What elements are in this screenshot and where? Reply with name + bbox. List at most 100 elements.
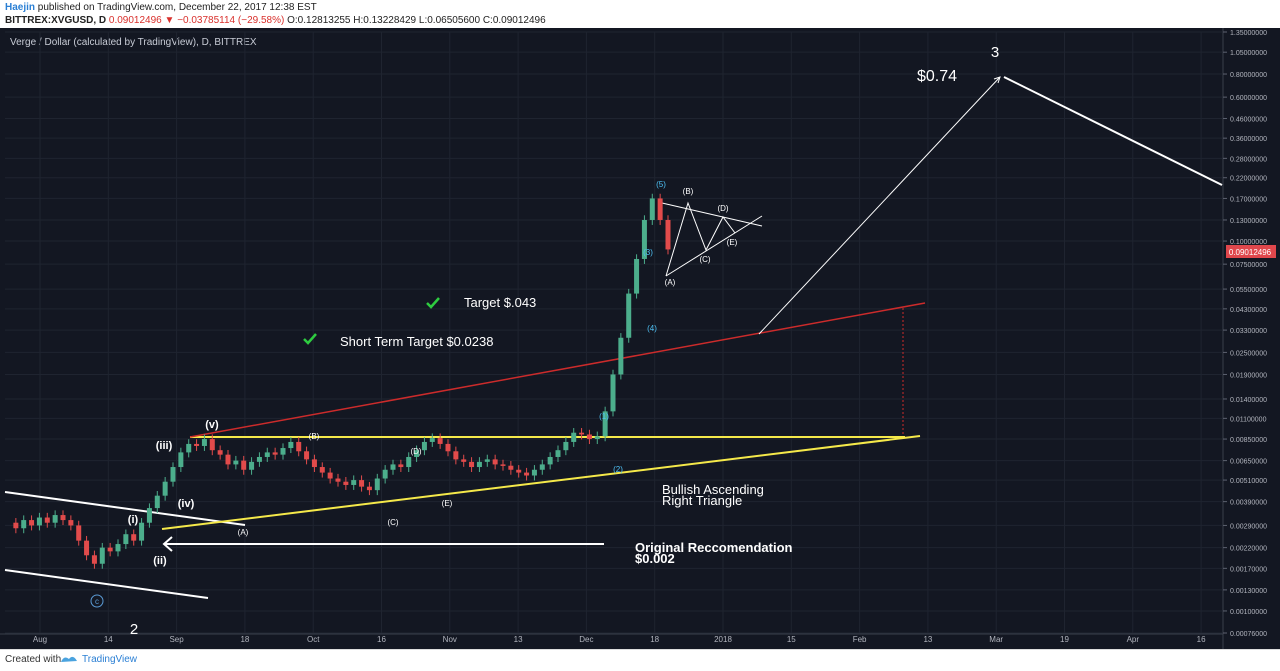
candle-body: [657, 198, 663, 220]
candle-body: [264, 452, 270, 457]
candle-body: [233, 460, 239, 465]
time-tick-label: 2018: [714, 635, 732, 644]
abc-label: (D): [717, 204, 728, 213]
candle-body: [586, 434, 592, 440]
target-label: Target $.043: [464, 295, 536, 310]
wave-c-label: c: [95, 597, 99, 606]
candle-body: [288, 441, 294, 449]
price-tick-label: 0.22000000: [1230, 176, 1267, 183]
candle-body: [492, 459, 498, 465]
candle-body: [99, 547, 105, 564]
price-tick-label: 0.04300000: [1230, 307, 1267, 314]
time-tick-label: 18: [650, 635, 659, 644]
time-tick-label: 19: [1060, 635, 1069, 644]
candle-body: [539, 464, 545, 470]
candle-body: [194, 443, 200, 446]
candle-body: [374, 478, 380, 491]
time-tick-label: 15: [787, 635, 796, 644]
price-tick-label: 0.10000000: [1230, 239, 1267, 246]
abc-label: (C): [387, 518, 398, 527]
original-rec-label-2: $0.002: [635, 551, 675, 566]
last-price-label: 0.09012496: [1229, 248, 1272, 257]
chart-area[interactable]: Verge / Dollar (calculated by TradingVie…: [0, 28, 1280, 649]
channel-upper-line: [4, 491, 246, 526]
check-icon: [303, 333, 317, 345]
time-tick-label: Apr: [1127, 635, 1140, 644]
price-tick-label: 0.36000000: [1230, 136, 1267, 143]
time-tick-label: Aug: [33, 635, 47, 644]
candle-body: [618, 337, 624, 375]
publish-line: Haejin published on TradingView.com, Dec…: [5, 2, 317, 13]
arrow-head-left: [162, 536, 173, 552]
candle-body: [13, 522, 19, 529]
candle-body: [146, 508, 152, 523]
candle-body: [343, 481, 349, 485]
candle-body: [201, 439, 207, 446]
abc-label: (E): [727, 238, 738, 247]
wave3-label: 3: [991, 44, 999, 61]
drawing-lines: [4, 76, 1223, 599]
time-tick-label: 14: [104, 635, 113, 644]
candle-body: [335, 478, 341, 482]
price-tick-label: 1.35000000: [1230, 30, 1267, 37]
candle-body: [60, 515, 66, 521]
created-with-text: Created with: [5, 654, 62, 665]
candle-body: [319, 467, 325, 473]
candle-body: [209, 439, 215, 451]
time-tick-label: 13: [923, 635, 932, 644]
candle-body: [610, 374, 616, 412]
candle-body: [531, 469, 537, 476]
candle-body: [359, 480, 365, 487]
candle-body: [351, 480, 357, 485]
candle-body: [36, 517, 42, 526]
candle-body: [296, 441, 302, 452]
candle-body: [390, 464, 396, 470]
annotations: Target $.043 Short Term Target $0.0238 B…: [90, 44, 999, 638]
author-link[interactable]: Haejin: [5, 2, 36, 13]
price-tick-label: 0.02500000: [1230, 350, 1267, 357]
candle-body: [154, 495, 160, 509]
symbol-name: BITTREX:XVGUSD, D: [5, 15, 107, 26]
time-tick-label: Dec: [579, 635, 593, 644]
candle-body: [641, 219, 647, 259]
candle-body: [555, 450, 561, 457]
candle-body: [241, 460, 247, 470]
channel-lower-line: [4, 569, 209, 599]
price-tick-label: 0.13000000: [1230, 218, 1267, 225]
price-axis[interactable]: 1.35000000 1.05000000 0.80000000 0.60000000…: [1222, 28, 1267, 649]
price-tick-label: 0.07500000: [1230, 262, 1267, 269]
tradingview-logo-icon: [61, 656, 77, 662]
price-tick-label: 0.00076000: [1230, 631, 1267, 638]
candle-body: [115, 544, 121, 552]
tradingview-link[interactable]: TradingView: [82, 654, 138, 665]
candle-body: [162, 481, 168, 496]
price-tick-label: 0.00510000: [1230, 478, 1267, 485]
time-tick-label: Feb: [853, 635, 867, 644]
price-tick-label: 0.01400000: [1230, 397, 1267, 404]
short-target-label: Short Term Target $0.0238: [340, 334, 493, 349]
time-axis[interactable]: Aug 14 Sep 18 Oct 16 Nov 13 Dec 18 2018 15 Feb 13 Mar 1…: [0, 633, 1223, 644]
wave-label: (iii): [156, 440, 173, 452]
candle-body: [186, 443, 192, 453]
candle-body: [256, 456, 262, 462]
footer: Created with TradingView: [0, 649, 1280, 671]
abc-label: (A): [665, 278, 676, 287]
candle-body: [406, 456, 412, 468]
candle-body: [469, 461, 475, 468]
chart-svg[interactable]: Verge / Dollar (calculated by TradingVie…: [0, 28, 1280, 649]
candle-body: [139, 522, 145, 541]
candle-body: [524, 472, 530, 476]
time-tick-label: Mar: [989, 635, 1003, 644]
price-tick-label: 0.46000000: [1230, 116, 1267, 123]
candle-body: [366, 486, 372, 491]
wave-label: (i): [128, 514, 139, 526]
price-tick-label: 0.00390000: [1230, 500, 1267, 507]
wave-number: (4): [647, 324, 657, 333]
price-tick-label: 0.00650000: [1230, 459, 1267, 466]
wave-number: (5): [656, 180, 666, 189]
candle-body: [476, 461, 482, 468]
red-trend-line: [189, 302, 926, 438]
candle-body: [579, 432, 585, 435]
wave-label: (ii): [153, 555, 167, 567]
publish-header: Haejin published on TradingView.com, Dec…: [0, 0, 1280, 28]
